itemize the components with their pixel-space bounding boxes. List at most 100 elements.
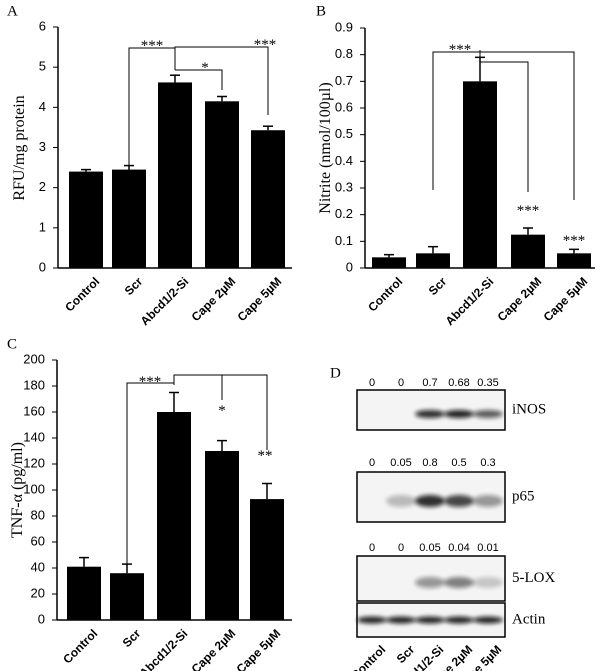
bar [557,253,591,268]
panel-label: B [316,3,326,19]
y-tick-label: 100 [23,481,45,496]
y-tick-label: 0.6 [335,99,353,114]
band-value: 0.5 [451,457,466,469]
y-tick-label: 80 [31,507,45,522]
significance-label: * [201,60,209,76]
bar [511,234,545,268]
x-tick-label: Control [62,274,102,314]
band [415,410,445,418]
significance-label: * [218,403,226,419]
y-tick-label: 140 [23,429,45,444]
x-tick-label: Cape 2µM [189,274,239,324]
y-tick-label: 0.3 [335,179,353,194]
band-value: 0 [369,542,375,554]
band-value: 0.3 [480,457,495,469]
y-tick-label: 6 [39,18,46,33]
band [386,495,416,507]
x-tick-label: Abcd1/2-Si [137,626,191,671]
bar [69,171,103,268]
y-tick-label: 4 [39,99,46,114]
bar [463,81,497,268]
significance-label: *** [563,233,586,249]
band-value: 0.04 [448,542,469,554]
band-value: 0.7 [422,377,437,389]
x-tick-label: Control [365,274,405,314]
significance-label: *** [254,37,277,53]
x-tick-label: Abcd1/2-Si [138,274,192,328]
x-tick-label: Cape 5µM [235,274,285,324]
bar [205,101,239,268]
significance-bracket [126,382,175,565]
y-tick-label: 2 [39,179,46,194]
band-value: 0.05 [390,457,411,469]
bar [205,451,239,620]
panel-label: C [7,336,17,352]
x-tick-label: Cape 2µM [495,274,545,324]
y-tick-label: 0.9 [335,19,353,34]
y-tick-label: 180 [23,377,45,392]
band [473,495,503,507]
bar [251,130,285,268]
y-tick-label: 120 [23,455,45,470]
significance-bracket [173,374,268,450]
y-tick-label: 0 [39,259,46,274]
y-tick-label: 5 [39,59,46,74]
row-label: iNOS [512,401,546,417]
y-tick-label: 0.7 [335,73,353,88]
panel-label: A [7,3,18,19]
y-tick-label: 0.2 [335,206,353,221]
band [473,410,503,418]
significance-label: *** [139,374,162,390]
significance-label: *** [517,203,540,219]
y-tick-label: 20 [31,585,45,600]
y-tick-label: 0.5 [335,126,353,141]
band [444,577,474,588]
x-tick-label: Cape 5µM [541,274,591,324]
band-value: 0.8 [422,457,437,469]
band [415,577,445,588]
bar [372,257,406,268]
band-value: 0.05 [419,542,440,554]
significance-label: ** [258,448,273,464]
row-label: 5-LOX [512,570,555,586]
band [357,616,387,624]
lane-label: Control [348,642,388,671]
band-value: 0.01 [477,542,498,554]
band [444,616,474,624]
band [415,495,445,507]
y-tick-label: 0.8 [335,46,353,61]
y-axis-label: TNF-α (pg/ml) [9,442,26,538]
band [444,410,474,418]
band-value: 0 [369,457,375,469]
y-tick-label: 0.1 [335,233,353,248]
y-tick-label: 160 [23,403,45,418]
band [415,616,445,624]
significance-bracket [479,50,575,200]
y-tick-label: 0 [38,611,45,626]
band [473,616,503,624]
bar [112,169,146,268]
significance-bracket [175,69,223,90]
band [473,577,503,588]
bar [158,82,192,269]
y-axis-label: Nitrite (nmol/100µl) [317,82,334,213]
y-tick-label: 0 [346,259,353,274]
band [386,616,416,624]
x-tick-label: Scr [426,274,450,298]
x-tick-label: Scr [120,626,144,650]
blot-box [356,389,506,431]
band-value: 0 [398,542,404,554]
band-value: 0.35 [477,377,498,389]
bar [250,499,284,620]
y-tick-label: 60 [31,533,45,548]
y-tick-label: 200 [23,351,45,366]
y-tick-label: 0.4 [335,153,353,168]
band-value: 0 [398,377,404,389]
x-tick-label: Abcd1/2-Si [443,274,497,328]
row-label: Actin [512,611,546,627]
bar [67,566,101,620]
y-tick-label: 1 [39,219,46,234]
x-tick-label: Scr [122,274,146,298]
y-tick-label: 3 [39,139,46,154]
